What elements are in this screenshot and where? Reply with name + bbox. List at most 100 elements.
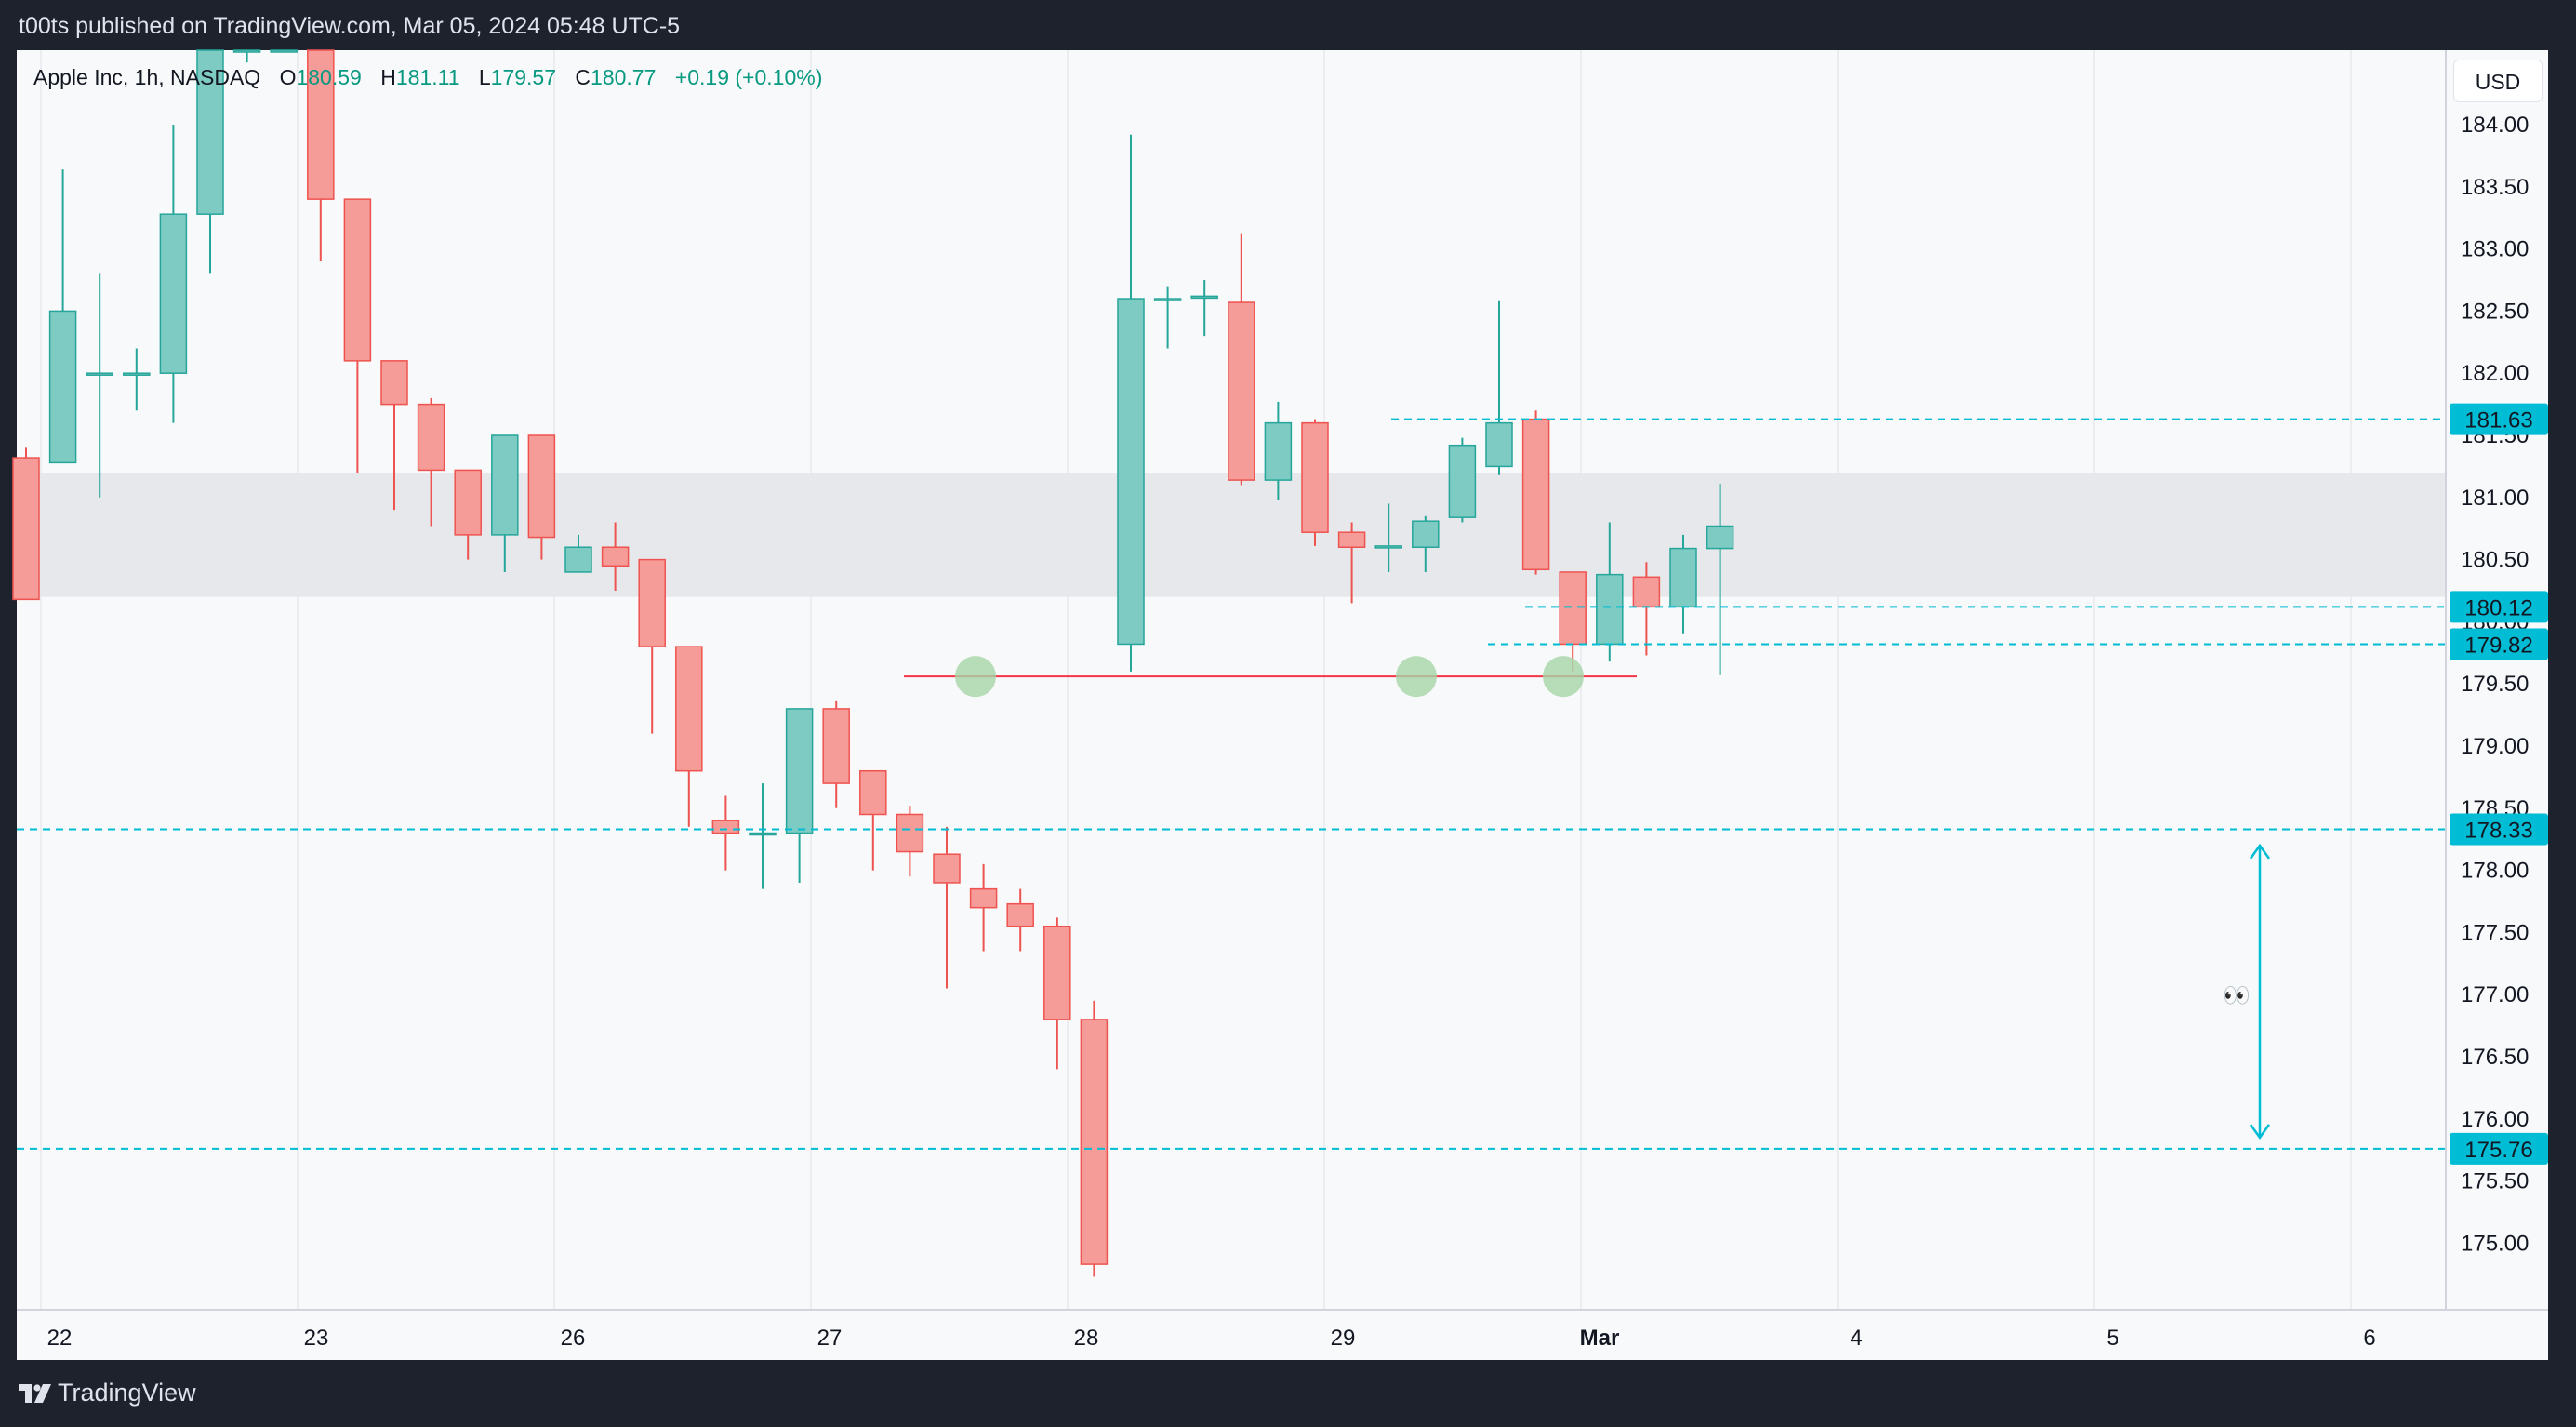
touch-marker bbox=[1396, 656, 1437, 698]
candle-body bbox=[822, 708, 850, 784]
candle-body bbox=[1669, 547, 1697, 608]
candle bbox=[1448, 437, 1477, 523]
candle-body bbox=[1485, 421, 1513, 468]
candle-body bbox=[1190, 295, 1218, 300]
candle bbox=[1264, 401, 1293, 500]
candle-body bbox=[1448, 444, 1477, 518]
candle bbox=[1706, 484, 1734, 675]
candles bbox=[12, 49, 1734, 1277]
touch-markers bbox=[955, 656, 1584, 698]
touch-marker bbox=[955, 656, 996, 698]
low-key: L bbox=[478, 65, 491, 89]
price-levels bbox=[17, 418, 2446, 1150]
level-label-box bbox=[2450, 628, 2548, 660]
candle-body bbox=[491, 434, 519, 536]
candle bbox=[196, 49, 224, 274]
candle bbox=[1412, 515, 1440, 572]
chart-area[interactable] bbox=[17, 50, 2548, 1360]
level-label-box bbox=[2450, 1132, 2548, 1165]
candle-body bbox=[638, 558, 666, 647]
candle bbox=[1485, 300, 1513, 475]
candle-body bbox=[123, 372, 151, 376]
candle-body bbox=[343, 198, 372, 362]
top-bar: t00ts published on TradingView.com, Mar … bbox=[0, 0, 2576, 50]
candle bbox=[380, 360, 408, 511]
candle-body bbox=[896, 813, 924, 853]
time-tick-label: 6 bbox=[2363, 1326, 2375, 1351]
candle-body bbox=[159, 213, 188, 374]
candle bbox=[417, 397, 445, 527]
candle bbox=[675, 646, 703, 827]
time-tick-label: 22 bbox=[47, 1326, 73, 1351]
high-key: H bbox=[380, 65, 396, 89]
candle bbox=[822, 700, 850, 808]
candle bbox=[1374, 503, 1402, 572]
candle-body bbox=[417, 403, 445, 472]
candle-body bbox=[1374, 545, 1402, 549]
candle bbox=[159, 125, 188, 423]
time-tick-label: Mar bbox=[1580, 1326, 1620, 1351]
candle bbox=[638, 558, 666, 734]
currency-selector[interactable]: USD bbox=[2453, 60, 2543, 102]
level-label-box bbox=[2450, 813, 2548, 846]
candle bbox=[454, 469, 482, 560]
candle-body bbox=[1301, 421, 1329, 533]
candle-body bbox=[1596, 573, 1624, 646]
candle-body bbox=[675, 646, 703, 772]
level-label-text: 175.76 bbox=[2464, 1138, 2532, 1163]
candle-body bbox=[1412, 520, 1440, 548]
price-tick-label: 182.00 bbox=[2461, 361, 2529, 386]
candle-body bbox=[86, 372, 113, 376]
candle-body bbox=[1117, 298, 1145, 646]
level-label-text: 181.63 bbox=[2464, 408, 2532, 433]
candle-body bbox=[859, 769, 887, 816]
level-label-box bbox=[2450, 403, 2548, 435]
candle-body bbox=[270, 49, 298, 53]
arrow-head-down bbox=[2249, 1124, 2271, 1140]
candle bbox=[1080, 1000, 1109, 1277]
candle bbox=[1006, 888, 1034, 952]
price-tick-label: 182.50 bbox=[2461, 299, 2529, 324]
price-tick-label: 184.00 bbox=[2461, 113, 2529, 138]
time-tick-label: 26 bbox=[561, 1326, 586, 1351]
candle-body bbox=[454, 469, 482, 536]
candle-body bbox=[564, 546, 592, 573]
candle-body bbox=[711, 820, 740, 834]
candle bbox=[123, 348, 151, 411]
change-value: +0.19 (+0.10%) bbox=[674, 65, 823, 89]
candle bbox=[1559, 571, 1587, 672]
candle-body bbox=[232, 49, 261, 53]
candle bbox=[564, 534, 592, 573]
candle bbox=[859, 769, 887, 871]
candle-body bbox=[1043, 925, 1071, 1020]
candle bbox=[491, 434, 519, 572]
time-tick-label: 29 bbox=[1331, 1326, 1356, 1351]
candle-body bbox=[1080, 1019, 1109, 1265]
candle-body bbox=[1521, 418, 1550, 571]
price-tick-label: 176.00 bbox=[2461, 1107, 2529, 1132]
candle bbox=[1117, 134, 1145, 672]
close-value: 180.77 bbox=[591, 65, 657, 89]
symbol-label[interactable]: Apple Inc, 1h, NASDAQ bbox=[33, 65, 261, 89]
close-key: C bbox=[575, 65, 591, 89]
candle bbox=[270, 49, 298, 53]
candle bbox=[1228, 233, 1255, 486]
price-tick-label: 183.50 bbox=[2461, 175, 2529, 200]
price-tick-label: 183.00 bbox=[2461, 237, 2529, 262]
candle-body bbox=[196, 49, 224, 215]
candle bbox=[1632, 562, 1661, 656]
price-tick-label: 179.50 bbox=[2461, 672, 2529, 697]
candle-body bbox=[785, 708, 814, 834]
price-tick-label: 175.00 bbox=[2461, 1231, 2529, 1256]
candle bbox=[711, 795, 740, 871]
price-tick-label: 177.00 bbox=[2461, 982, 2529, 1007]
level-label-text: 180.12 bbox=[2464, 595, 2532, 620]
candle bbox=[307, 49, 335, 261]
open-value: 180.59 bbox=[296, 65, 362, 89]
eyes-emoji-annotation: 👀 bbox=[2223, 983, 2251, 1008]
price-tick-label: 175.50 bbox=[2461, 1169, 2529, 1194]
candle bbox=[343, 198, 372, 473]
candle-body bbox=[969, 887, 998, 909]
candle bbox=[933, 826, 961, 989]
